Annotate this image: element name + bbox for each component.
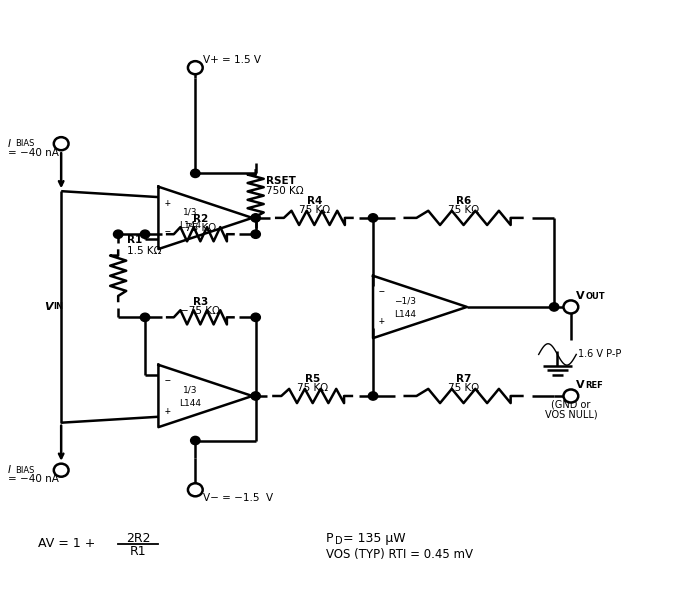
Text: 75 KΩ: 75 KΩ: [299, 205, 330, 215]
Circle shape: [188, 61, 203, 74]
Circle shape: [368, 214, 378, 222]
Circle shape: [191, 169, 200, 178]
Text: R6: R6: [456, 196, 471, 206]
Circle shape: [113, 230, 123, 238]
Circle shape: [141, 230, 149, 238]
Text: −: −: [164, 376, 170, 386]
Circle shape: [191, 436, 200, 445]
Text: R4: R4: [307, 196, 322, 206]
Text: L144: L144: [180, 399, 202, 408]
Text: 1.5 KΩ: 1.5 KΩ: [127, 246, 162, 256]
Text: = 135 μW: = 135 μW: [343, 532, 405, 545]
Text: +: +: [164, 198, 170, 208]
Circle shape: [54, 464, 69, 477]
Text: R1: R1: [130, 545, 147, 558]
Text: I: I: [7, 465, 10, 475]
Text: 2R2: 2R2: [126, 532, 151, 545]
Text: R1: R1: [127, 235, 142, 245]
Text: = −40 nA: = −40 nA: [7, 147, 58, 158]
Text: R2: R2: [193, 214, 208, 225]
Text: 75 KΩ: 75 KΩ: [448, 383, 479, 393]
Circle shape: [564, 300, 579, 314]
Text: BIAS: BIAS: [16, 466, 35, 475]
Text: VOS (TYP) RTI = 0.45 mV: VOS (TYP) RTI = 0.45 mV: [326, 548, 473, 561]
Text: −: −: [164, 228, 170, 237]
Circle shape: [564, 389, 579, 403]
Text: L144: L144: [180, 220, 202, 229]
Text: 1/3: 1/3: [183, 385, 198, 394]
Text: 75 KΩ: 75 KΩ: [448, 205, 479, 215]
Text: (GND or: (GND or: [551, 400, 591, 410]
Text: REF: REF: [585, 381, 604, 390]
Circle shape: [251, 392, 260, 400]
Circle shape: [368, 392, 378, 400]
Text: −1/3: −1/3: [394, 297, 416, 305]
Circle shape: [251, 214, 260, 222]
Text: BIAS: BIAS: [16, 139, 35, 148]
Text: V− = −1.5  V: V− = −1.5 V: [203, 492, 274, 503]
Circle shape: [549, 303, 559, 311]
Text: VOS NULL): VOS NULL): [545, 410, 598, 420]
Text: 1.6 V P-P: 1.6 V P-P: [578, 349, 621, 359]
Circle shape: [54, 137, 69, 150]
Text: IN: IN: [53, 302, 63, 311]
Circle shape: [251, 313, 260, 321]
Text: −75 KΩ: −75 KΩ: [181, 306, 220, 317]
Text: R7: R7: [456, 374, 471, 384]
Text: +: +: [164, 406, 170, 415]
Text: OUT: OUT: [585, 292, 605, 301]
Text: = −40 nA: = −40 nA: [7, 474, 58, 484]
Text: R3: R3: [193, 297, 208, 308]
Text: V+ = 1.5 V: V+ = 1.5 V: [203, 55, 261, 65]
Circle shape: [251, 230, 260, 238]
Text: V: V: [576, 291, 585, 301]
Text: 750 KΩ: 750 KΩ: [265, 186, 304, 196]
Text: 1/3: 1/3: [183, 208, 198, 217]
Text: 75 KΩ: 75 KΩ: [297, 383, 328, 393]
Text: RSET: RSET: [265, 176, 295, 186]
Circle shape: [188, 483, 203, 496]
Text: 75 KΩ: 75 KΩ: [185, 223, 216, 234]
Text: L144: L144: [394, 309, 416, 318]
Text: +: +: [379, 317, 385, 326]
Circle shape: [141, 313, 149, 321]
Text: R5: R5: [305, 374, 320, 384]
Text: I: I: [7, 138, 10, 149]
Text: D: D: [335, 536, 343, 546]
Text: AV = 1 +: AV = 1 +: [38, 537, 95, 550]
Text: V: V: [44, 302, 53, 312]
Text: P: P: [326, 532, 333, 545]
Text: V: V: [576, 380, 585, 390]
Text: −: −: [379, 287, 385, 297]
